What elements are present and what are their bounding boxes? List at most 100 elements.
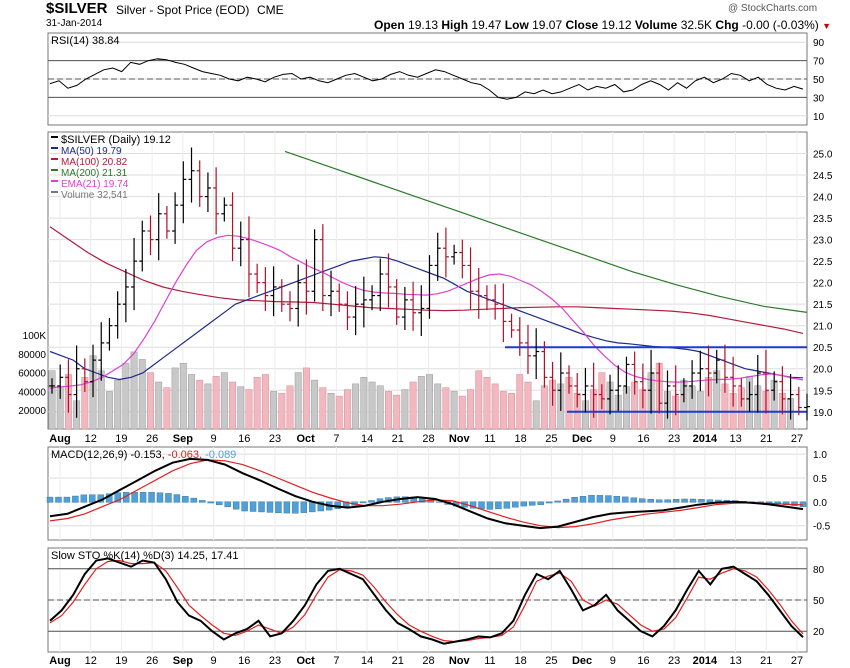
macd-histogram-bar: [368, 500, 375, 503]
macd-histogram-bar: [639, 498, 646, 503]
price-x-label: 25: [545, 433, 557, 445]
volume-bar: [442, 387, 450, 430]
ohlc-bar: [221, 197, 228, 222]
ohlc-bar: [295, 264, 302, 327]
macd-histogram-bar: [114, 492, 121, 503]
ohlc-bar: [245, 216, 252, 298]
volume-bar: [261, 374, 269, 430]
macd-histogram-bar: [596, 495, 604, 503]
sto-x-label: Oct: [296, 655, 315, 667]
volume-axis-label: 20000: [18, 406, 46, 417]
price-x-label: 7: [333, 433, 339, 445]
ohlc-bar: [163, 206, 170, 239]
ohlc-bar: [689, 360, 696, 399]
price-ytick-label: 23.0: [813, 236, 833, 247]
sto-x-label: Sep: [173, 655, 193, 667]
macd-histogram-bar: [495, 501, 502, 510]
volume-bar: [483, 377, 491, 430]
macd-histogram-bar: [156, 492, 164, 503]
price-ytick-label: 20.5: [813, 343, 833, 354]
macd-ytick-label: 1.0: [813, 450, 827, 461]
price-x-label: 2014: [693, 433, 718, 445]
down-arrow-icon: ▼: [822, 21, 832, 31]
ohlc-bar: [779, 366, 786, 415]
macd-histogram-bar: [512, 501, 519, 508]
macd-histogram-bar: [207, 501, 214, 504]
ohlc-bar: [122, 268, 129, 323]
volume-bar: [302, 367, 310, 430]
legend-swatch: [51, 191, 58, 193]
rsi-ytick-label: 90: [813, 38, 825, 49]
macd-histogram-bar: [672, 499, 680, 503]
ohlc-bar: [196, 160, 203, 207]
macd-histogram-bar: [224, 501, 231, 508]
ohlc-bar: [639, 363, 646, 409]
macd-histogram-bar: [266, 501, 274, 513]
volume-bar: [253, 377, 261, 430]
volume-bar: [360, 377, 368, 430]
macd-histogram-bar: [131, 492, 138, 503]
macd-title: MACD(12,26,9) -0.153, -0.063, -0.089: [51, 449, 236, 461]
ohlc-bar: [393, 279, 400, 325]
ohlc-bar: [516, 317, 523, 356]
chart-symbol: $SILVER: [46, 0, 108, 17]
sto-x-label: 16: [637, 655, 649, 667]
volume-bar: [540, 385, 548, 430]
ohlc-bar: [680, 378, 687, 403]
macd-histogram-bar: [309, 501, 316, 513]
volume-bar: [335, 395, 343, 430]
price-x-axis: Aug 12 19 26 Sep 9 16 23 Oct 7 14 21 28 Nov 11 18 25 Dec 9…: [49, 433, 803, 445]
volume-bar: [343, 389, 351, 430]
volume-bar: [499, 391, 507, 430]
ohlc-bar: [237, 221, 244, 267]
ohlc-bar: [721, 344, 728, 393]
price-x-label: 16: [637, 433, 649, 445]
ohlc-bar: [672, 365, 679, 416]
sto-x-label: Nov: [449, 655, 471, 667]
macd-histogram-bar: [554, 500, 561, 503]
macd-histogram-bar: [503, 501, 511, 509]
ohlc-bar: [771, 371, 778, 401]
macd-histogram-bar: [486, 501, 494, 510]
macd-histogram-bar: [241, 501, 248, 512]
macd-histogram-bar: [359, 501, 367, 504]
price-x-label: Aug: [49, 433, 70, 445]
volume-bar: [237, 386, 245, 430]
macd-histogram-bar: [545, 501, 553, 504]
volume-bar: [434, 383, 442, 430]
sto-x-label: 23: [668, 655, 680, 667]
volume-bar: [376, 385, 384, 430]
ohlc-bar: [73, 345, 80, 418]
low-value: 19.07: [532, 18, 563, 32]
sto-ytick-label: 50: [813, 596, 825, 607]
macd-ytick-label: -0.5: [813, 522, 831, 533]
sto-x-axis: Aug 12 19 26 Sep 9 16 23 Oct 7 14 21 28 Nov 11 18 25 Dec 9…: [49, 655, 803, 667]
price-ytick-label: 19.5: [813, 386, 833, 397]
sto-x-label: 26: [146, 655, 158, 667]
legend-swatch: [51, 180, 58, 182]
price-x-label: 9: [610, 433, 616, 445]
ohlc-bar: [590, 362, 597, 418]
volume-bar: [245, 389, 253, 430]
ohlc-bar: [106, 317, 113, 351]
volume-bar: [327, 393, 335, 430]
macd-histogram-bar: [300, 501, 308, 513]
ohlc-bar: [795, 386, 802, 416]
ohlc-bar: [500, 283, 507, 343]
sto-ytick-label: 80: [813, 565, 825, 576]
volume-bar: [163, 387, 171, 430]
chart-date: 31-Jan-2014: [46, 18, 103, 29]
ohlc-bar: [262, 267, 269, 312]
macd-ytick-label: 0.0: [813, 498, 827, 509]
ohlc-bar: [738, 378, 745, 407]
ohlc-bar: [49, 378, 55, 394]
price-x-label: 13: [729, 433, 741, 445]
high-label: High: [441, 18, 469, 32]
close-label: Close: [565, 18, 599, 32]
sto-x-label: 18: [515, 655, 527, 667]
macd-title-part: -0.063,: [168, 449, 205, 461]
ohlc-bar: [631, 351, 638, 395]
volume-bar: [524, 381, 532, 430]
rsi-line: [49, 58, 804, 100]
price-x-label: 21: [392, 433, 404, 445]
